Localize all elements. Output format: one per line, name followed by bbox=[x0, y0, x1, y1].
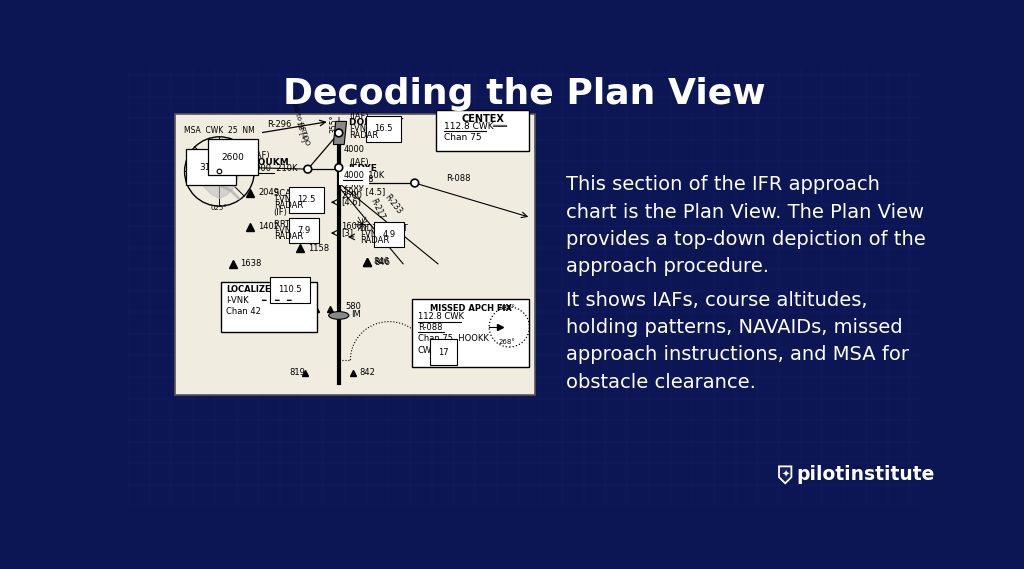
Text: 819: 819 bbox=[289, 368, 305, 377]
Text: DDTOO INT: DDTOO INT bbox=[360, 224, 409, 233]
Text: 2600: 2600 bbox=[222, 153, 245, 162]
Text: 3100: 3100 bbox=[200, 163, 222, 172]
Text: 12.5: 12.5 bbox=[297, 195, 315, 204]
Text: (IAF): (IAF) bbox=[349, 112, 369, 121]
Text: MSA  CWK  25  NM: MSA CWK 25 NM bbox=[183, 126, 255, 135]
Text: ━: ━ bbox=[286, 296, 291, 305]
Text: R-233: R-233 bbox=[382, 193, 403, 216]
Polygon shape bbox=[197, 156, 239, 199]
Text: 2500: 2500 bbox=[341, 191, 362, 200]
Text: 580: 580 bbox=[345, 302, 360, 311]
Text: SCALI INT: SCALI INT bbox=[273, 189, 314, 198]
Text: MISSED APCH FIX: MISSED APCH FIX bbox=[429, 304, 512, 313]
Text: HOUKM: HOUKM bbox=[251, 158, 289, 167]
Text: Chan 42: Chan 42 bbox=[226, 307, 261, 316]
Text: 16.5: 16.5 bbox=[375, 125, 393, 133]
Text: 1402: 1402 bbox=[258, 222, 280, 231]
Text: IM: IM bbox=[351, 310, 360, 319]
Text: 17: 17 bbox=[438, 348, 449, 357]
Text: 110.5: 110.5 bbox=[279, 285, 302, 294]
Text: CWK: CWK bbox=[418, 346, 437, 355]
Text: RADAR: RADAR bbox=[273, 201, 303, 211]
Text: CENTEX: CENTEX bbox=[462, 114, 505, 124]
Text: ━: ━ bbox=[273, 296, 279, 305]
Text: 1600: 1600 bbox=[341, 222, 362, 231]
Text: (IAF): (IAF) bbox=[251, 151, 270, 160]
Text: 799: 799 bbox=[300, 303, 316, 312]
Text: 5000  210K: 5000 210K bbox=[251, 164, 298, 174]
Text: It shows IAFs, course altitudes,
holding patterns, NAVAIDs, missed
approach inst: It shows IAFs, course altitudes, holding… bbox=[566, 291, 909, 391]
Text: 18 [4]: 18 [4] bbox=[295, 120, 308, 142]
Polygon shape bbox=[779, 467, 792, 483]
FancyBboxPatch shape bbox=[436, 110, 528, 151]
Circle shape bbox=[217, 169, 222, 174]
Text: RADAR: RADAR bbox=[273, 232, 303, 241]
Text: 1448: 1448 bbox=[258, 282, 280, 291]
Circle shape bbox=[411, 179, 419, 187]
Text: RRTOO INT: RRTOO INT bbox=[273, 220, 319, 229]
Text: 190° [4.5]: 190° [4.5] bbox=[343, 188, 386, 196]
Text: R-217: R-217 bbox=[369, 197, 386, 221]
Text: 210K: 210K bbox=[364, 171, 385, 180]
Text: 1638: 1638 bbox=[241, 259, 262, 268]
Text: 2500: 2500 bbox=[343, 182, 365, 191]
Text: 112.8 CWK: 112.8 CWK bbox=[444, 122, 494, 131]
Text: Decoding the Plan View: Decoding the Plan View bbox=[284, 77, 766, 112]
Text: ═══: ═══ bbox=[493, 122, 507, 131]
Text: 120°: 120° bbox=[183, 155, 202, 164]
Text: [4.6]: [4.6] bbox=[341, 197, 361, 207]
Circle shape bbox=[335, 164, 343, 171]
Circle shape bbox=[335, 129, 343, 137]
Text: 025°: 025° bbox=[210, 205, 227, 211]
Text: R-296: R-296 bbox=[267, 120, 292, 129]
Text: JEDYE: JEDYE bbox=[349, 164, 378, 174]
Text: 355°: 355° bbox=[330, 115, 339, 133]
Text: 088°: 088° bbox=[499, 305, 515, 311]
Text: DOFFS INT: DOFFS INT bbox=[349, 118, 403, 127]
Text: I-VNK: I-VNK bbox=[273, 195, 296, 204]
Text: 580: 580 bbox=[295, 308, 310, 317]
Text: RADAR: RADAR bbox=[349, 130, 378, 139]
Text: I-VNK: I-VNK bbox=[360, 230, 383, 239]
Text: Chan 75: Chan 75 bbox=[444, 133, 482, 142]
Text: 7.9: 7.9 bbox=[297, 226, 310, 235]
Ellipse shape bbox=[329, 312, 349, 319]
Text: (IF): (IF) bbox=[273, 208, 288, 217]
Text: ✦: ✦ bbox=[781, 470, 790, 480]
Text: 846: 846 bbox=[375, 258, 390, 267]
Text: 112.8 CWK: 112.8 CWK bbox=[418, 312, 464, 321]
Text: RADAR: RADAR bbox=[360, 236, 390, 245]
Text: 2500 to RRTOO: 2500 to RRTOO bbox=[289, 93, 310, 146]
Text: R-088: R-088 bbox=[418, 323, 442, 332]
Text: (IAF): (IAF) bbox=[349, 158, 369, 167]
Text: R-088: R-088 bbox=[445, 174, 470, 183]
Text: 4.9: 4.9 bbox=[382, 230, 395, 239]
Text: 4000: 4000 bbox=[343, 171, 365, 180]
Text: ━: ━ bbox=[261, 296, 266, 305]
Text: LOCALIZER: LOCALIZER bbox=[226, 285, 278, 294]
FancyBboxPatch shape bbox=[412, 299, 529, 366]
Text: This section of the IFR approach
chart is the Plan View. The Plan View
provides : This section of the IFR approach chart i… bbox=[566, 175, 926, 276]
Text: Chan 75  HOOKK: Chan 75 HOOKK bbox=[418, 334, 488, 343]
Text: 1158: 1158 bbox=[308, 244, 329, 253]
Text: 4000: 4000 bbox=[343, 145, 365, 154]
Text: pilotinstitute: pilotinstitute bbox=[796, 465, 935, 484]
Text: 846: 846 bbox=[373, 257, 389, 266]
Text: I-VNK: I-VNK bbox=[226, 296, 249, 305]
Text: 2049: 2049 bbox=[258, 188, 280, 197]
Text: 842: 842 bbox=[359, 368, 375, 377]
Text: 268°: 268° bbox=[499, 339, 515, 345]
Circle shape bbox=[304, 166, 311, 173]
Polygon shape bbox=[334, 121, 346, 145]
Text: I-VNK: I-VNK bbox=[273, 226, 296, 235]
FancyBboxPatch shape bbox=[221, 282, 316, 332]
FancyBboxPatch shape bbox=[174, 114, 535, 395]
Text: R-268: R-268 bbox=[349, 175, 374, 184]
Text: I-VNK: I-VNK bbox=[349, 125, 372, 133]
Text: [3]: [3] bbox=[341, 228, 353, 237]
